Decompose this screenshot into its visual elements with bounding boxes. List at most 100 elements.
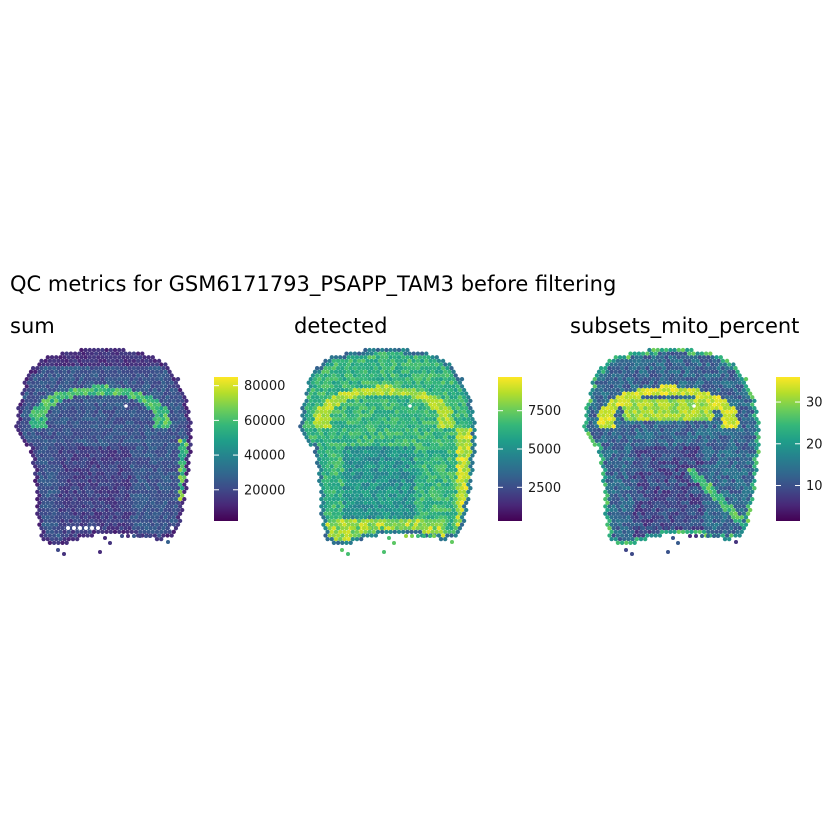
spot [405, 347, 410, 353]
spot [60, 453, 65, 458]
spot [729, 460, 734, 465]
spot [28, 376, 34, 382]
spot [371, 522, 376, 527]
spot [457, 489, 463, 495]
spot [58, 398, 63, 404]
spot [127, 395, 132, 400]
spot [169, 409, 174, 414]
spot [169, 496, 174, 502]
spot [79, 493, 84, 498]
spot [622, 420, 627, 425]
spot [182, 409, 187, 414]
spot [640, 424, 646, 429]
spot [77, 387, 82, 393]
spot [163, 406, 168, 411]
spot [329, 376, 334, 382]
spot [77, 366, 82, 371]
spot [96, 391, 101, 396]
spot [664, 355, 669, 360]
spot [739, 384, 744, 389]
spot [607, 460, 612, 465]
spot [405, 398, 410, 404]
spot [319, 438, 324, 444]
spot [377, 358, 383, 364]
spot [171, 456, 176, 462]
spot [396, 471, 402, 476]
spot [434, 471, 439, 476]
spot [664, 376, 669, 382]
spot [37, 420, 42, 425]
spot [401, 456, 406, 462]
spot [169, 518, 174, 524]
spot [340, 526, 345, 531]
spot [356, 453, 362, 458]
spot [363, 507, 368, 513]
spot [352, 416, 358, 422]
spot [161, 496, 166, 502]
spot [54, 478, 59, 484]
spot [84, 526, 88, 530]
spot [424, 526, 429, 531]
spot [359, 362, 364, 367]
spot [624, 431, 629, 436]
spot [377, 438, 383, 444]
spot [112, 355, 118, 360]
spot [352, 358, 358, 364]
spot [703, 446, 709, 451]
spot [445, 475, 450, 480]
spot [171, 486, 176, 491]
spot [56, 453, 61, 458]
spot [123, 453, 128, 458]
spot [129, 493, 134, 498]
spot [70, 449, 76, 454]
spot [98, 395, 103, 400]
spot [119, 351, 124, 356]
spot [312, 391, 318, 396]
spot [319, 380, 324, 385]
spot [173, 496, 179, 502]
spot [62, 536, 67, 542]
spot [607, 358, 612, 364]
spot [138, 435, 143, 440]
spot [161, 504, 166, 509]
spot [133, 362, 139, 367]
spot [127, 475, 132, 480]
spot [750, 453, 755, 458]
spot [411, 402, 416, 407]
spot [64, 438, 69, 444]
spot [695, 395, 700, 400]
spot [628, 387, 633, 393]
spot [321, 478, 326, 484]
spot [108, 507, 113, 513]
spot [98, 373, 103, 378]
spot [413, 362, 418, 367]
spot [177, 395, 183, 400]
spot [363, 500, 368, 505]
spot [455, 398, 460, 404]
spot [586, 402, 591, 407]
spot [64, 358, 69, 364]
spot [655, 376, 660, 382]
spot [649, 438, 654, 444]
spot [396, 413, 402, 418]
spot [436, 438, 442, 444]
spot [592, 391, 597, 396]
spot [724, 431, 730, 436]
spot [634, 420, 639, 425]
spot [470, 424, 475, 429]
spot [167, 486, 172, 491]
spot [167, 420, 172, 425]
spot [617, 449, 623, 454]
spot [314, 460, 320, 465]
spot [45, 406, 50, 411]
spot [54, 369, 59, 374]
spot [729, 453, 734, 458]
spot [455, 478, 460, 484]
spot [367, 507, 372, 513]
spot [666, 416, 671, 422]
spot [405, 355, 410, 360]
spot [344, 460, 349, 465]
spot [77, 402, 82, 407]
spot [87, 362, 92, 367]
spot [335, 482, 341, 487]
